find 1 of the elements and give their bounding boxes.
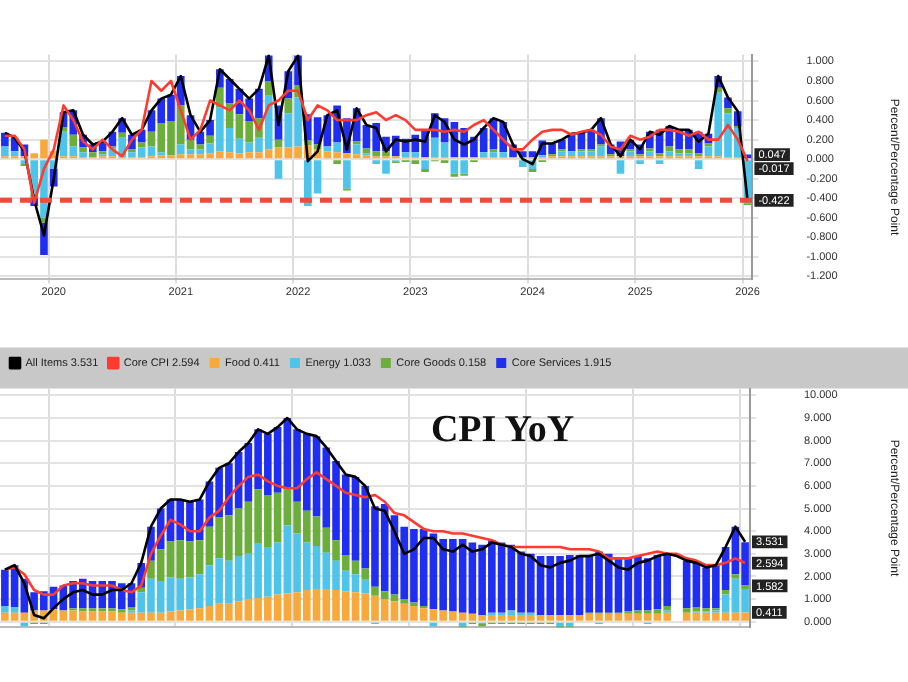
text: CPI YoY — [430, 409, 575, 452]
